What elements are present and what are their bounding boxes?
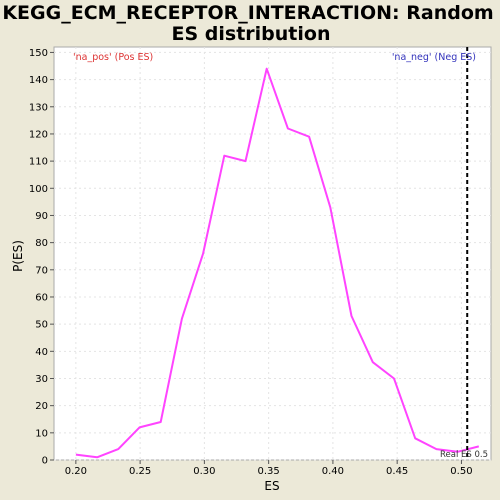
x-axis-label: ES [264,479,279,493]
real-es-label: Real ES 0.5 [440,450,488,460]
y-tick-label: 90 [35,211,48,222]
y-axis-label: P(ES) [11,240,25,272]
x-axis-ticks: 0.20 0.25 0.30 0.35 0.40 0.45 0.50 [65,460,473,477]
chart-title-line-1: KEGG_ECM_RECEPTOR_INTERACTION: Random [2,2,493,24]
plot-area [53,46,492,461]
y-axis-ticks: 0 10 20 30 40 50 60 70 80 90 100 110 120 130 140 150 [29,48,54,467]
y-tick-label: 80 [35,238,48,249]
y-tick-label: 100 [29,184,48,195]
x-tick-label: 0.35 [258,466,280,477]
y-tick-label: 130 [29,102,48,113]
x-tick-label: 0.20 [65,466,87,477]
real-es-layer: Real ES 0.5 [440,47,488,460]
es-distribution-line [75,67,480,459]
series-layer [75,67,480,459]
x-tick-label: 0.25 [129,466,151,477]
y-tick-label: 50 [35,320,48,331]
x-tick-label: 0.50 [450,466,472,477]
y-tick-label: 30 [35,374,48,385]
y-tick-label: 40 [35,347,48,358]
x-tick-label: 0.30 [193,466,215,477]
y-tick-label: 140 [29,75,48,86]
y-tick-label: 110 [29,157,48,168]
legend-neg-label: 'na_neg' (Neg ES) [392,52,476,63]
y-tick-label: 0 [42,456,48,467]
chart-title-line-2: ES distribution [172,23,331,45]
legend-pos-label: 'na_pos' (Pos ES) [73,52,153,63]
y-tick-label: 150 [29,48,48,59]
x-tick-label: 0.45 [386,466,408,477]
y-tick-label: 10 [35,428,48,439]
x-tick-label: 0.40 [322,466,344,477]
y-tick-label: 20 [35,401,48,412]
y-tick-label: 120 [29,129,48,140]
y-tick-label: 60 [35,292,48,303]
grid-lines [54,47,491,461]
y-tick-label: 70 [35,265,48,276]
